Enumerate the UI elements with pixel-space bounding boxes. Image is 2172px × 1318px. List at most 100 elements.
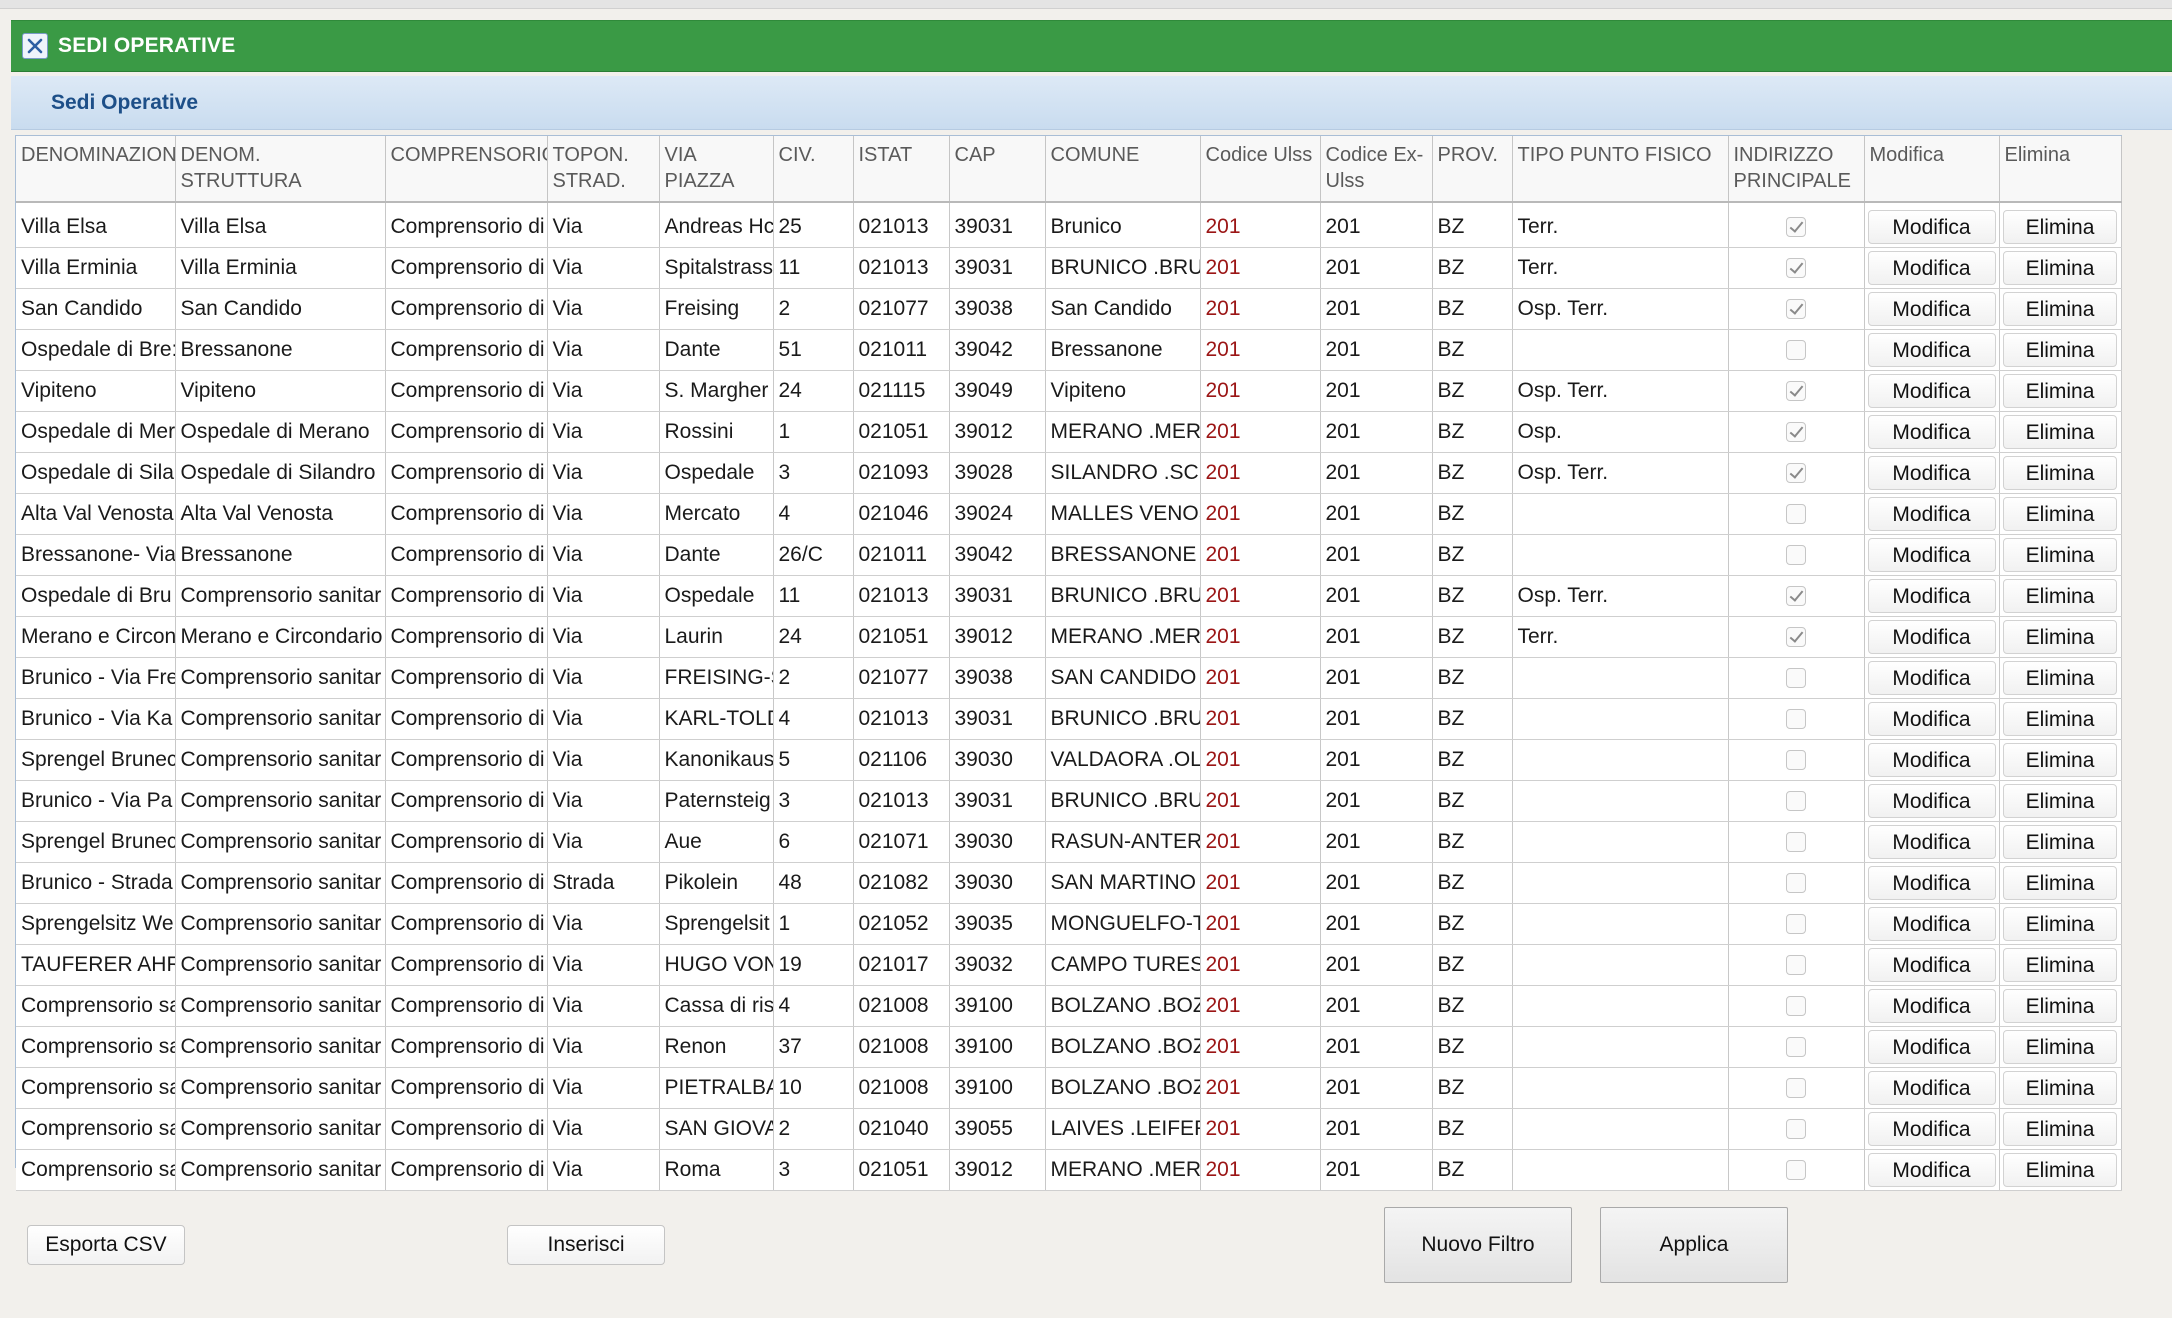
modifica-button[interactable]: Modifica [1867,948,1996,983]
principale-checkbox[interactable] [1786,709,1806,730]
col-header-via-piazza[interactable]: VIA PIAZZA [659,136,774,203]
col-header-cap[interactable]: CAP [949,136,1046,203]
modifica-button[interactable]: Modifica [1867,1112,1996,1147]
elimina-button[interactable]: Elimina [2003,251,2117,286]
export-csv-button[interactable]: Esporta CSV [27,1225,185,1265]
elimina-button[interactable]: Elimina [2003,866,2117,901]
col-header-istat[interactable]: ISTAT [853,136,950,203]
modifica-button[interactable]: Modifica [1867,661,1996,696]
principale-checkbox[interactable] [1786,340,1806,361]
table-row[interactable]: Brunico - Via Pa Comprensorio sanitar Comp… [16,780,2122,822]
table-row[interactable]: Brunico - Strada Comprensorio sanitar Comp… [16,862,2122,904]
principale-checkbox[interactable] [1786,381,1806,402]
elimina-button[interactable]: Elimina [2003,497,2117,532]
table-row[interactable]: Bressanone- Via Bressanone Comprensorio di… [16,534,2122,576]
table-row[interactable]: Comprensorio sa Comprensorio sanitar Compr… [16,985,2122,1027]
col-header-indirizzo-principale[interactable]: INDIRIZZO PRINCIPALE [1728,136,1865,203]
principale-checkbox[interactable] [1786,668,1806,689]
table-row[interactable]: Comprensorio sa Comprensorio sanitar Compr… [16,1108,2122,1150]
table-row[interactable]: Vipiteno Vipiteno Comprensorio di Via S. Mar… [16,370,2122,412]
col-header-denom-struttura[interactable]: DENOM. STRUTTURA [175,136,386,203]
modifica-button[interactable]: Modifica [1867,333,1996,368]
modifica-button[interactable]: Modifica [1867,374,1996,409]
insert-button[interactable]: Inserisci [507,1225,665,1265]
principale-checkbox[interactable] [1786,750,1806,771]
col-header-codice-ex-ulss[interactable]: Codice Ex-Ulss [1320,136,1433,203]
col-header-civ[interactable]: CIV. [773,136,854,203]
elimina-button[interactable]: Elimina [2003,292,2117,327]
elimina-button[interactable]: Elimina [2003,1030,2117,1065]
modifica-button[interactable]: Modifica [1867,1153,1996,1188]
table-row[interactable]: Comprensorio sa Comprensorio sanitar Compr… [16,1026,2122,1068]
elimina-button[interactable]: Elimina [2003,907,2117,942]
modifica-button[interactable]: Modifica [1867,743,1996,778]
table-row[interactable]: Merano e Circon Merano e Circondario Compr… [16,616,2122,658]
table-row[interactable]: Ospedale di Mer Ospedale di Merano Compren… [16,411,2122,453]
col-header-topon-strad[interactable]: TOPON. STRAD. [547,136,660,203]
principale-checkbox[interactable] [1786,627,1806,648]
table-row[interactable]: Ospedale di Sila Ospedale di Silandro Comp… [16,452,2122,494]
principale-checkbox[interactable] [1786,791,1806,812]
principale-checkbox[interactable] [1786,996,1806,1017]
modifica-button[interactable]: Modifica [1867,210,1996,245]
principale-checkbox[interactable] [1786,422,1806,443]
col-header-prov[interactable]: PROV. [1432,136,1513,203]
apply-button[interactable]: Applica [1600,1207,1788,1283]
table-row[interactable]: Ospedale di Bre: Bressanone Comprensorio d… [16,329,2122,371]
principale-checkbox[interactable] [1786,955,1806,976]
elimina-button[interactable]: Elimina [2003,948,2117,983]
table-row[interactable]: Alta Val Venosta Alta Val Venosta Comprens… [16,493,2122,535]
principale-checkbox[interactable] [1786,504,1806,525]
principale-checkbox[interactable] [1786,258,1806,279]
modifica-button[interactable]: Modifica [1867,538,1996,573]
principale-checkbox[interactable] [1786,832,1806,853]
elimina-button[interactable]: Elimina [2003,620,2117,655]
modifica-button[interactable]: Modifica [1867,702,1996,737]
modifica-button[interactable]: Modifica [1867,415,1996,450]
elimina-button[interactable]: Elimina [2003,1071,2117,1106]
modifica-button[interactable]: Modifica [1867,866,1996,901]
table-row[interactable]: Villa Elsa Villa Elsa Comprensorio di Via An… [16,202,2122,248]
elimina-button[interactable]: Elimina [2003,1112,2117,1147]
close-icon[interactable] [22,33,48,59]
principale-checkbox[interactable] [1786,914,1806,935]
modifica-button[interactable]: Modifica [1867,825,1996,860]
elimina-button[interactable]: Elimina [2003,333,2117,368]
principale-checkbox[interactable] [1786,1078,1806,1099]
modifica-button[interactable]: Modifica [1867,784,1996,819]
col-header-comune[interactable]: COMUNE [1045,136,1201,203]
elimina-button[interactable]: Elimina [2003,538,2117,573]
table-row[interactable]: San Candido San Candido Comprensorio di Via… [16,288,2122,330]
principale-checkbox[interactable] [1786,1160,1806,1181]
elimina-button[interactable]: Elimina [2003,1153,2117,1188]
modifica-button[interactable]: Modifica [1867,1071,1996,1106]
elimina-button[interactable]: Elimina [2003,784,2117,819]
elimina-button[interactable]: Elimina [2003,456,2117,491]
elimina-button[interactable]: Elimina [2003,989,2117,1024]
principale-checkbox[interactable] [1786,299,1806,320]
table-row[interactable]: Sprengelsitz We Comprensorio sanitar Compr… [16,903,2122,945]
modifica-button[interactable]: Modifica [1867,456,1996,491]
elimina-button[interactable]: Elimina [2003,825,2117,860]
elimina-button[interactable]: Elimina [2003,702,2117,737]
principale-checkbox[interactable] [1786,873,1806,894]
elimina-button[interactable]: Elimina [2003,579,2117,614]
col-header-denominazione[interactable]: DENOMINAZIONE [16,136,176,203]
table-row[interactable]: Ospedale di Bru Comprensorio sanitar Compr… [16,575,2122,617]
table-row[interactable]: Villa Erminia Villa Erminia Comprensorio d… [16,247,2122,289]
principale-checkbox[interactable] [1786,463,1806,484]
new-filter-button[interactable]: Nuovo Filtro [1384,1207,1572,1283]
table-row[interactable]: Brunico - Via Fre Comprensorio sanitar Com… [16,657,2122,699]
modifica-button[interactable]: Modifica [1867,989,1996,1024]
modifica-button[interactable]: Modifica [1867,251,1996,286]
table-row[interactable]: Brunico - Via Ka Comprensorio sanitar Comp… [16,698,2122,740]
principale-checkbox[interactable] [1786,1037,1806,1058]
col-header-tipo-punto-fisico[interactable]: TIPO PUNTO FISICO [1512,136,1729,203]
elimina-button[interactable]: Elimina [2003,210,2117,245]
col-header-codice-ulss[interactable]: Codice Ulss [1200,136,1321,203]
principale-checkbox[interactable] [1786,586,1806,607]
modifica-button[interactable]: Modifica [1867,1030,1996,1065]
principale-checkbox[interactable] [1786,217,1806,238]
col-header-comprensorio[interactable]: COMPRENSORIO [385,136,548,203]
table-row[interactable]: Sprengel Brunec Comprensorio sanitar Compr… [16,739,2122,781]
